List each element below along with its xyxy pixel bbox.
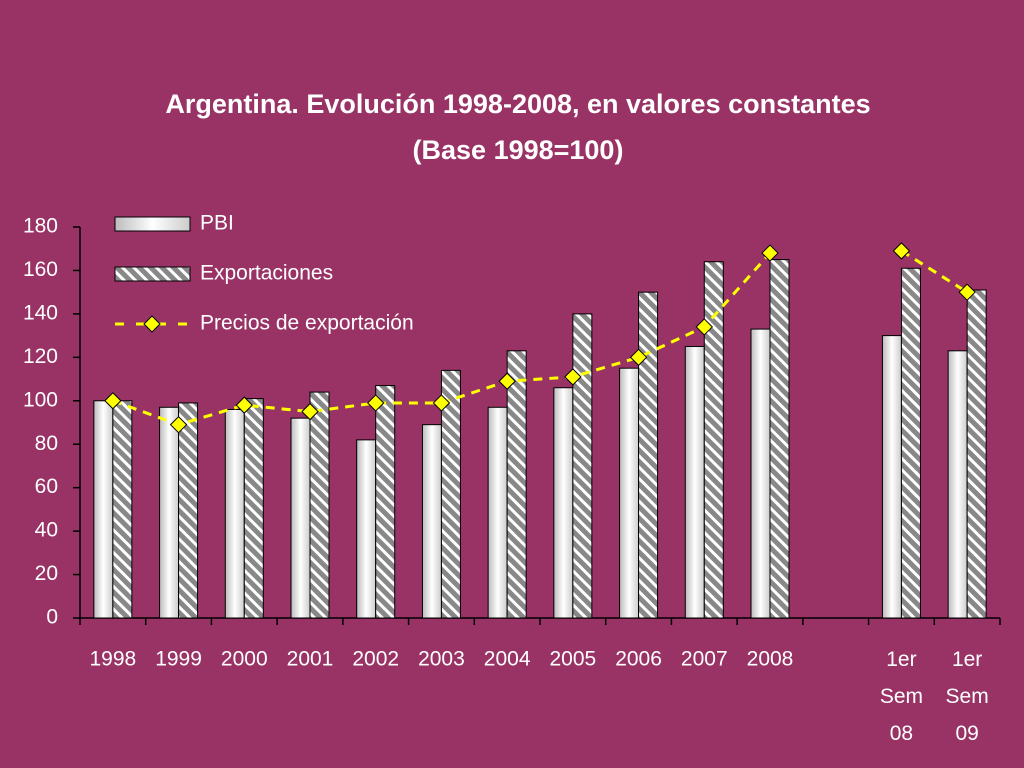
- bar: [243, 398, 264, 619]
- bar: [769, 259, 790, 619]
- point: [301, 402, 319, 421]
- bar: [356, 439, 377, 619]
- bar: [159, 406, 180, 619]
- x-tick-label: 2003: [418, 648, 465, 671]
- bar: [881, 335, 902, 619]
- x-tick-label: 1er Sem 09: [946, 648, 989, 745]
- legend-label: Precios de exportación: [200, 312, 414, 335]
- x-tick-label: 1er Sem 08: [880, 648, 923, 745]
- legend-label: PBI: [200, 212, 234, 235]
- point: [367, 394, 385, 412]
- x-tick-label: 2000: [221, 648, 268, 671]
- bar: [966, 289, 987, 619]
- x-tick-label: 2007: [681, 648, 728, 671]
- bar: [572, 313, 593, 619]
- chart-subtitle: (Base 1998=100): [413, 135, 624, 165]
- y-tick-label: 160: [23, 258, 58, 281]
- point: [892, 242, 911, 260]
- bar: [309, 391, 330, 619]
- bar: [487, 406, 508, 619]
- bar: [553, 387, 574, 619]
- bar: [440, 369, 461, 619]
- point: [235, 396, 253, 414]
- bar: [93, 400, 114, 619]
- y-tick-label: 60: [35, 475, 58, 498]
- point: [498, 372, 516, 390]
- legend-swatch: [114, 266, 191, 282]
- bar: [506, 350, 527, 619]
- bar: [684, 345, 705, 619]
- bar: [619, 367, 640, 619]
- point: [564, 368, 582, 386]
- y-tick-label: 20: [35, 562, 58, 585]
- y-tick-label: 0: [46, 606, 58, 629]
- bar: [112, 400, 133, 619]
- point: [432, 394, 451, 412]
- bar: [900, 267, 921, 619]
- legend-swatch: [143, 315, 161, 333]
- x-tick-label: 2002: [352, 648, 399, 671]
- bar: [375, 385, 396, 619]
- point: [761, 244, 779, 262]
- legend-swatch: [114, 216, 191, 232]
- bar: [703, 261, 724, 619]
- bar: [947, 350, 968, 619]
- y-tick-label: 140: [23, 301, 58, 324]
- x-tick-label: 1999: [155, 648, 202, 671]
- x-tick-label: 2008: [747, 648, 794, 671]
- point: [629, 348, 648, 367]
- bar: [638, 291, 659, 619]
- point: [169, 415, 188, 434]
- x-tick-label: 1998: [89, 648, 136, 671]
- point: [958, 283, 976, 301]
- x-tick-label: 2004: [484, 648, 531, 671]
- bar: [750, 328, 771, 619]
- chart-title: Argentina. Evolución 1998-2008, en valor…: [165, 89, 870, 119]
- bar: [290, 417, 311, 619]
- bar: [178, 402, 199, 619]
- y-tick-label: 120: [23, 345, 58, 368]
- x-tick-label: 2001: [287, 648, 334, 671]
- y-tick-label: 180: [23, 215, 58, 238]
- y-tick-label: 40: [35, 519, 58, 542]
- y-tick-label: 80: [35, 432, 58, 455]
- legend-label: Exportaciones: [200, 262, 333, 285]
- y-tick-label: 100: [23, 388, 58, 411]
- bar: [421, 424, 442, 619]
- point: [104, 392, 122, 410]
- x-tick-label: 2005: [549, 648, 596, 671]
- bar: [224, 408, 245, 619]
- x-tick-label: 2006: [615, 648, 662, 671]
- point: [695, 318, 713, 336]
